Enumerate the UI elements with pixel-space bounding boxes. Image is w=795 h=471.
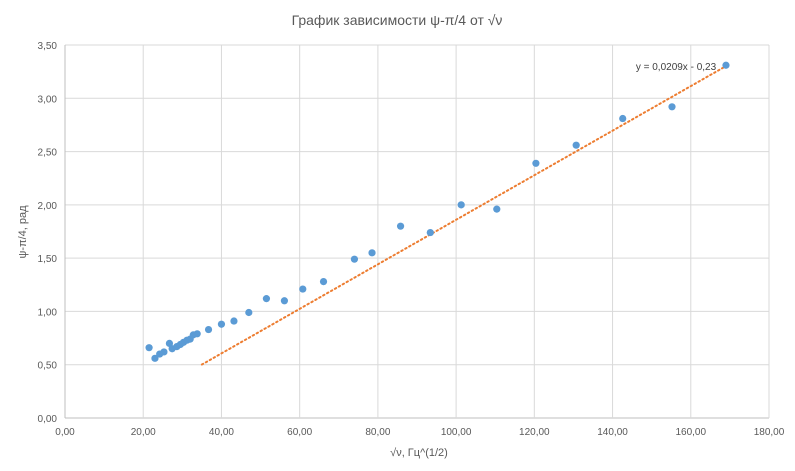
x-tick-label: 20,00: [131, 427, 156, 438]
x-tick-label: 60,00: [287, 427, 312, 438]
data-point: [722, 61, 730, 69]
data-point: [151, 354, 159, 362]
x-tick-label: 120,00: [519, 427, 550, 438]
y-tick-labels: 0,00 0,50 1,00 1,50 2,00 2,50 3,00 3,50: [38, 41, 58, 425]
data-point: [193, 330, 201, 338]
data-point: [619, 114, 627, 123]
y-tick-label: 1,00: [38, 307, 58, 318]
x-tick-labels: 0,00 20,00 40,00 60,00 80,00 100,00 120,00 140,…: [55, 427, 784, 438]
linear-trendline: [200, 65, 727, 366]
y-tick-label: 2,50: [38, 148, 58, 159]
data-point: [217, 320, 226, 328]
data-point: [350, 255, 359, 263]
data-point: [396, 222, 405, 230]
x-tick-label: 0,00: [55, 427, 75, 438]
data-point: [426, 228, 434, 237]
data-point: [204, 325, 213, 334]
data-point: [319, 277, 328, 286]
data-point: [230, 317, 238, 325]
x-tick-label: 160,00: [675, 427, 706, 438]
gridlines: [64, 44, 770, 419]
y-tick-label: 0,00: [38, 414, 58, 425]
data-point: [245, 308, 253, 317]
data-point: [457, 201, 465, 209]
data-point: [668, 103, 676, 111]
x-tick-label: 80,00: [365, 427, 390, 438]
y-tick-label: 2,00: [38, 201, 58, 212]
chart-title: График зависимости ψ-π/4 от √ν: [292, 12, 503, 28]
trendline-group: [200, 65, 727, 366]
x-axis-title: √ν, Гц^(1/2): [390, 447, 448, 459]
data-point: [572, 141, 580, 149]
y-tick-label: 0,50: [38, 361, 58, 372]
x-tick-label: 180,00: [754, 427, 785, 438]
data-point: [165, 339, 174, 347]
y-tick-label: 3,00: [38, 94, 58, 105]
data-point: [145, 344, 153, 352]
data-point: [299, 285, 307, 293]
data-point: [280, 297, 289, 305]
data-points: [145, 61, 730, 362]
data-point: [262, 295, 271, 303]
y-tick-label: 1,50: [38, 254, 58, 265]
x-tick-label: 100,00: [441, 427, 472, 438]
y-axis-title: ψ-π/4, рад: [17, 205, 29, 259]
trendline-equation: y = 0,0209x - 0,23: [636, 62, 717, 73]
data-point: [532, 159, 540, 167]
data-point: [493, 205, 501, 213]
data-point: [160, 348, 168, 356]
x-tick-label: 140,00: [597, 427, 628, 438]
y-tick-label: 3,50: [38, 41, 58, 52]
data-point: [368, 249, 376, 257]
x-tick-label: 40,00: [209, 427, 234, 438]
